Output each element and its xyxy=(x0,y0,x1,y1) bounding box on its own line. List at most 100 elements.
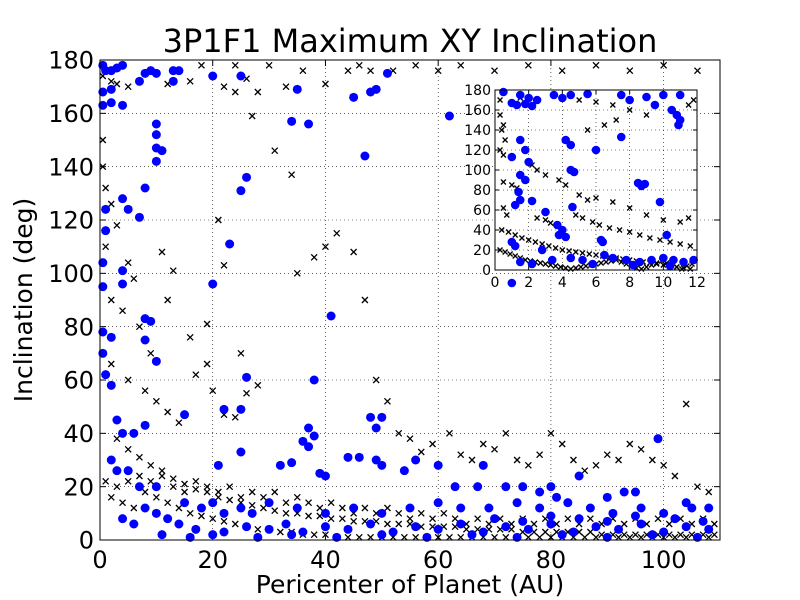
inset-data-point-circle xyxy=(566,140,576,150)
main-data-point-cross xyxy=(558,440,566,448)
main-data-point-cross xyxy=(169,475,177,483)
main-data-point-cross xyxy=(434,67,442,75)
main-data-point-circle xyxy=(264,498,274,508)
main-data-point-circle xyxy=(180,498,190,508)
main-data-point-cross xyxy=(316,504,324,512)
main-data-point-circle xyxy=(118,194,128,204)
inset-data-point-circle xyxy=(521,99,530,109)
main-data-point-circle xyxy=(287,530,297,540)
main-data-point-cross xyxy=(705,533,713,541)
main-data-point-circle xyxy=(349,503,359,513)
inset-x-tick-label: 0 xyxy=(491,275,500,291)
main-data-point-circle xyxy=(433,524,443,534)
main-data-point-circle xyxy=(106,332,116,342)
main-data-point-circle xyxy=(602,516,612,526)
main-data-point-circle xyxy=(320,508,330,518)
main-data-point-cross xyxy=(338,515,346,523)
main-data-point-circle xyxy=(659,527,669,537)
main-y-tick-label: 80 xyxy=(63,313,94,341)
inset-data-point-circle xyxy=(659,90,668,100)
inset-x-tick-label: 12 xyxy=(688,275,706,291)
main-data-point-circle xyxy=(366,412,376,422)
inset-data-point-cross xyxy=(589,219,596,225)
inset-data-point-circle xyxy=(679,257,688,267)
main-data-point-circle xyxy=(354,452,364,462)
main-data-point-circle xyxy=(129,519,139,529)
inset-data-point-circle xyxy=(507,278,517,288)
main-data-point-cross xyxy=(124,376,132,384)
main-data-point-circle xyxy=(168,76,178,86)
main-data-point-circle xyxy=(490,514,500,524)
inset-data-point-cross xyxy=(500,122,507,128)
main-data-point-cross xyxy=(310,531,318,539)
inset-data-point-circle xyxy=(635,257,645,267)
main-data-point-circle xyxy=(366,519,376,529)
main-data-point-cross xyxy=(135,453,143,461)
main-data-point-cross xyxy=(192,485,200,493)
main-y-tick-label: 120 xyxy=(48,207,94,235)
main-data-point-cross xyxy=(682,533,690,541)
main-data-point-circle xyxy=(281,519,291,529)
main-data-point-cross xyxy=(113,483,121,491)
main-data-point-circle xyxy=(377,508,387,518)
main-data-point-cross xyxy=(147,349,155,357)
inset-data-point-cross xyxy=(660,262,667,268)
main-data-point-circle xyxy=(112,415,122,425)
main-data-point-cross xyxy=(124,477,132,485)
inset-data-point-cross xyxy=(559,247,566,253)
main-data-point-cross xyxy=(372,376,380,384)
main-data-point-cross xyxy=(102,477,110,485)
main-data-point-cross xyxy=(451,515,459,523)
main-data-point-circle xyxy=(98,87,108,97)
main-data-point-cross xyxy=(705,488,713,496)
main-data-point-circle xyxy=(98,348,108,358)
inset-data-point-cross xyxy=(502,249,509,255)
inset-data-point-cross xyxy=(508,182,515,188)
inset-data-point-circle xyxy=(527,196,537,206)
main-data-point-cross xyxy=(107,360,115,368)
inset-data-point-cross xyxy=(657,237,663,243)
main-data-point-cross xyxy=(265,61,273,69)
main-x-tick-label: 0 xyxy=(92,546,107,574)
inset-data-point-cross xyxy=(502,137,509,143)
main-data-point-circle xyxy=(523,524,533,534)
main-data-point-cross xyxy=(361,296,369,304)
main-data-point-cross xyxy=(169,483,177,491)
main-data-point-circle xyxy=(636,519,646,529)
main-data-point-circle xyxy=(399,466,409,476)
main-data-point-cross xyxy=(547,533,555,541)
inset-x-tick-label: 2 xyxy=(524,275,533,291)
main-data-point-cross xyxy=(547,429,555,437)
main-data-point-circle xyxy=(146,316,156,326)
main-data-point-circle xyxy=(382,68,392,78)
inset-data-point-circle xyxy=(598,237,608,247)
inset-data-point-cross xyxy=(542,261,549,267)
main-data-point-cross xyxy=(383,397,391,405)
main-data-point-cross xyxy=(152,397,160,405)
main-data-point-cross xyxy=(254,381,262,389)
main-data-point-cross xyxy=(440,509,448,517)
main-data-point-cross xyxy=(564,515,572,523)
inset-data-point-circle xyxy=(655,197,665,207)
main-data-point-circle xyxy=(219,508,229,518)
main-data-point-circle xyxy=(236,71,246,81)
main-data-point-circle xyxy=(106,98,116,108)
main-data-point-circle xyxy=(574,471,584,481)
main-data-point-circle xyxy=(501,522,511,532)
inset-data-point-cross xyxy=(507,251,514,257)
main-data-point-cross xyxy=(192,477,200,485)
main-data-point-circle xyxy=(134,482,144,492)
inset-data-point-cross xyxy=(685,102,692,108)
main-data-point-cross xyxy=(99,163,107,171)
main-data-point-cross xyxy=(429,440,437,448)
main-data-point-circle xyxy=(247,508,257,518)
main-data-point-circle xyxy=(546,482,556,492)
main-data-point-cross xyxy=(524,61,532,69)
main-x-tick-label: 20 xyxy=(197,546,228,574)
inset-data-point-cross xyxy=(576,192,583,198)
main-data-point-circle xyxy=(326,311,336,321)
inset-data-point-circle xyxy=(591,145,601,155)
inset-data-point-cross xyxy=(572,212,579,218)
main-data-point-circle xyxy=(140,420,150,430)
main-data-point-cross xyxy=(254,88,262,96)
